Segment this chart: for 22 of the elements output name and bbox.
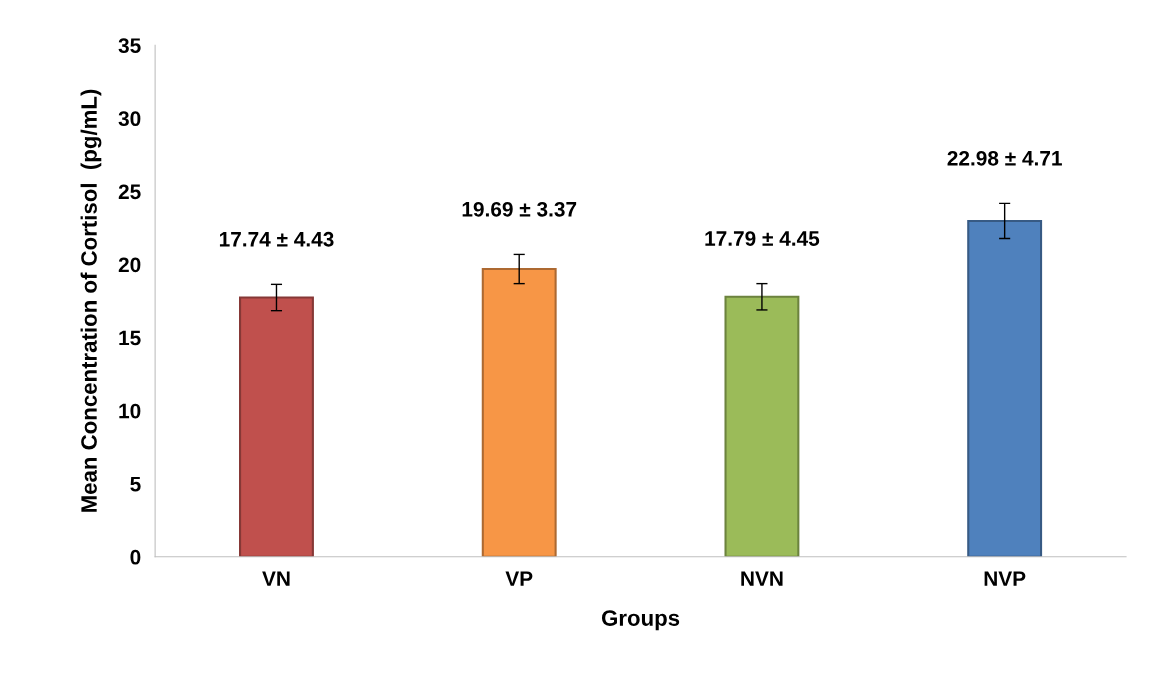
y-tick-label: 25: [118, 184, 141, 200]
data-label: 22.98 ± 4.71: [947, 150, 1062, 166]
y-tick-label: 10: [119, 403, 141, 419]
y-tick-label: 0: [130, 549, 141, 565]
data-label: 17.74 ± 4.43: [219, 231, 334, 247]
data-label: 19.69 ± 3.37: [462, 201, 577, 217]
y-tick-label: 20: [118, 257, 141, 273]
bar: [239, 296, 314, 557]
y-tick-label: 5: [130, 476, 141, 492]
y-tick-label: 30: [118, 111, 141, 127]
x-tick-label: NVP: [984, 571, 1026, 586]
y-tick-label: 35: [118, 38, 141, 54]
bar: [481, 267, 557, 557]
x-tick-label: VN: [262, 571, 290, 586]
data-label: 17.79 ± 4.45: [705, 231, 820, 246]
x-tick-label: NVN: [741, 571, 783, 586]
bar: [967, 219, 1043, 557]
x-tick-label: VP: [505, 571, 533, 586]
y-axis-title: Mean Concentration of Cortisol (pg/mL): [80, 89, 102, 512]
y-tick-label: 15: [119, 330, 141, 346]
bar: [724, 295, 800, 557]
x-axis-title: Groups: [601, 610, 680, 631]
